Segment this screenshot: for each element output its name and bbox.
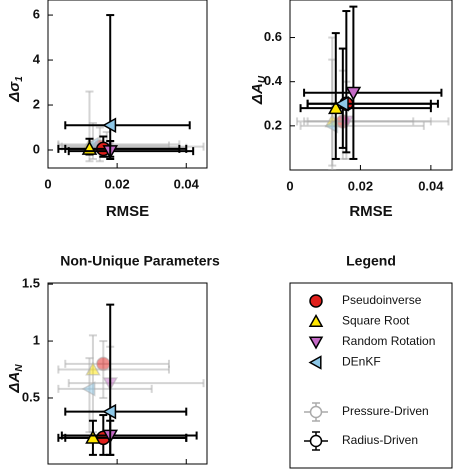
y-tick-label: 0 bbox=[33, 141, 40, 156]
marker bbox=[102, 403, 117, 420]
y-tick-label: 4 bbox=[33, 51, 41, 66]
legend-box bbox=[289, 282, 453, 469]
plot-area bbox=[57, 303, 205, 456]
marker bbox=[328, 100, 344, 115]
plot-frame bbox=[47, 282, 208, 465]
x-tick-label: 0 bbox=[286, 178, 293, 193]
legend-label: Pseudoinverse bbox=[342, 293, 422, 307]
marker bbox=[324, 118, 339, 134]
y-axis-label-main: Δσ bbox=[6, 81, 23, 103]
y-axis-label-main: ΔA bbox=[249, 83, 266, 105]
marker bbox=[309, 294, 323, 308]
panel-title: Non-Unique Parameters bbox=[60, 253, 220, 269]
plot-area bbox=[57, 14, 205, 163]
plot-frame bbox=[47, 0, 208, 169]
plot-frame bbox=[289, 0, 453, 171]
legend-title: Legend bbox=[346, 253, 396, 269]
y-tick-label: 2 bbox=[33, 96, 40, 111]
marker bbox=[345, 86, 362, 101]
x-axis-label: RMSE bbox=[349, 203, 392, 220]
marker bbox=[96, 356, 111, 372]
x-tick-label: 0 bbox=[44, 472, 51, 474]
y-axis-label: ΔAN bbox=[6, 364, 25, 394]
x-tick-label: 0.02 bbox=[104, 176, 129, 191]
y-axis-label: ΔAU bbox=[249, 75, 268, 105]
x-axis-label: RMSE bbox=[106, 203, 149, 220]
legend-marker bbox=[309, 405, 323, 419]
y-axis-label-main: ΔA bbox=[6, 372, 23, 394]
marker bbox=[308, 336, 324, 350]
legend-label: Square Root bbox=[342, 314, 410, 328]
y-tick-label: 0.5 bbox=[22, 389, 40, 404]
legend-label: DEnKF bbox=[342, 355, 381, 369]
y-axis-label-sub: U bbox=[257, 75, 268, 83]
y-tick-label: 0.6 bbox=[264, 29, 282, 44]
y-tick-label: 1.5 bbox=[22, 276, 40, 291]
y-axis-label-sub: 1 bbox=[14, 76, 25, 82]
x-tick-label: 0.02 bbox=[104, 472, 129, 474]
y-tick-label: 0.4 bbox=[264, 73, 283, 88]
x-tick-label: 0.04 bbox=[174, 176, 200, 191]
y-tick-label: 0.2 bbox=[264, 117, 282, 132]
x-tick-label: 0.02 bbox=[348, 178, 373, 193]
legend-label: Random Rotation bbox=[342, 334, 435, 348]
marker bbox=[81, 381, 96, 397]
legend-label: Pressure-Driven bbox=[342, 404, 429, 418]
marker bbox=[308, 355, 322, 370]
y-axis-label-sub: N bbox=[14, 364, 25, 372]
x-tick-label: 0.04 bbox=[418, 178, 444, 193]
marker bbox=[334, 95, 349, 112]
legend-label: Radius-Driven bbox=[342, 433, 418, 447]
y-tick-label: 6 bbox=[33, 7, 40, 22]
plot-area bbox=[296, 5, 450, 170]
marker bbox=[85, 429, 101, 444]
marker bbox=[308, 313, 324, 328]
legend-marker bbox=[309, 434, 323, 448]
y-tick-label: 1 bbox=[33, 332, 40, 347]
y-axis-label: Δσ1 bbox=[6, 76, 25, 103]
x-tick-label: 0.04 bbox=[174, 472, 200, 474]
x-tick-label: 0 bbox=[44, 176, 51, 191]
marker bbox=[102, 117, 117, 134]
